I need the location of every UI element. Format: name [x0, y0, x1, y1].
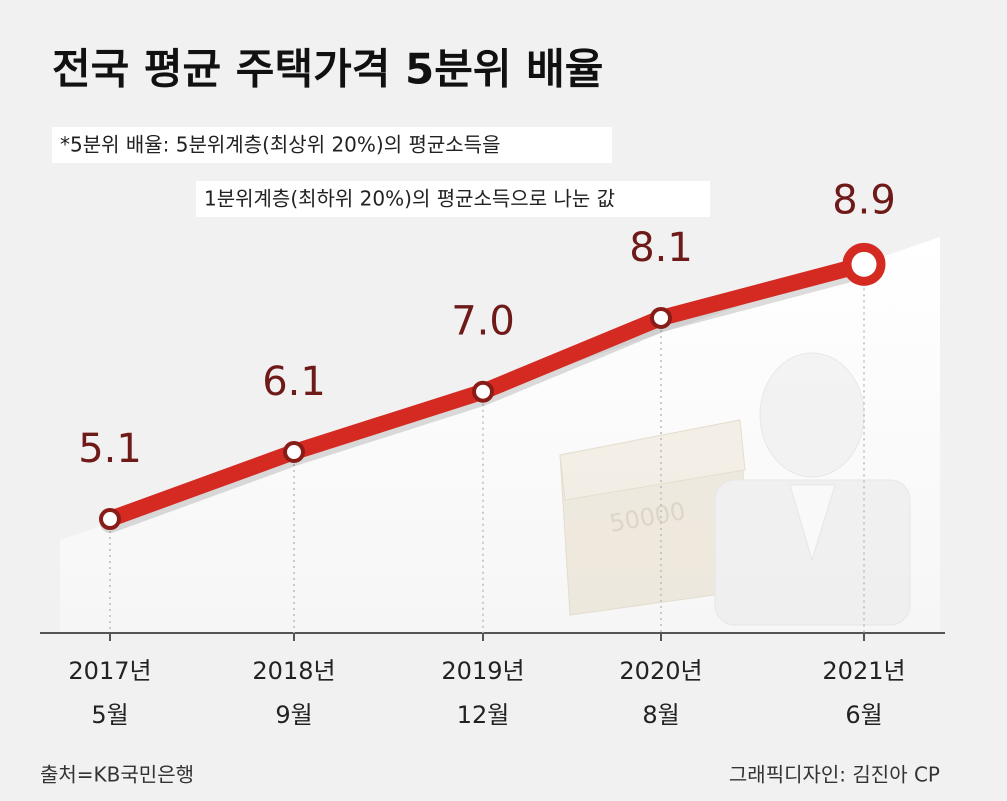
value-label: 6.1 [262, 359, 326, 405]
x-tick-label: 2018년 9월 [252, 657, 335, 729]
value-label: 7.0 [451, 299, 515, 345]
value-label: 5.1 [78, 426, 142, 472]
x-tick-line: 2018년 [252, 657, 335, 685]
note-box [196, 181, 710, 217]
x-tick-line: 2019년 [441, 657, 524, 685]
illustration: 50000 [559, 352, 911, 626]
note: 1분위계층(최하위 20%)의 평균소득으로 나눈 값 [204, 187, 615, 211]
x-tick-line: 12월 [457, 701, 510, 729]
chart-title: 전국 평균 주택가격 5분위 배율 [52, 45, 603, 94]
x-tick-line: 9월 [275, 701, 312, 729]
point [99, 508, 121, 531]
x-tick-label: 2020년 8월 [619, 657, 702, 729]
point [472, 380, 494, 403]
x-tick-label: 2017년 5월 [68, 657, 151, 729]
note-box [52, 127, 612, 163]
x-tick-line: 2020년 [619, 657, 702, 685]
point [842, 242, 886, 286]
x-tick-label: 2021년 6월 [822, 657, 905, 729]
x-tick-line: 6월 [845, 701, 882, 729]
point [283, 441, 305, 464]
x-tick-line: 8월 [642, 701, 679, 729]
credit: 그래픽디자인: 김진아 CP [729, 763, 940, 787]
value-label: 8.1 [629, 225, 693, 271]
x-tick-line: 2017년 [68, 657, 151, 685]
value-label: 8.9 [832, 177, 896, 223]
source: 출처=KB국민은행 [40, 763, 194, 787]
x-tick-line: 2021년 [822, 657, 905, 685]
point [650, 306, 672, 329]
x-tick-line: 5월 [91, 701, 128, 729]
note: *5분위 배율: 5분위계층(최상위 20%)의 평균소득을 [60, 133, 500, 157]
x-tick-label: 2019년 12월 [441, 657, 524, 729]
